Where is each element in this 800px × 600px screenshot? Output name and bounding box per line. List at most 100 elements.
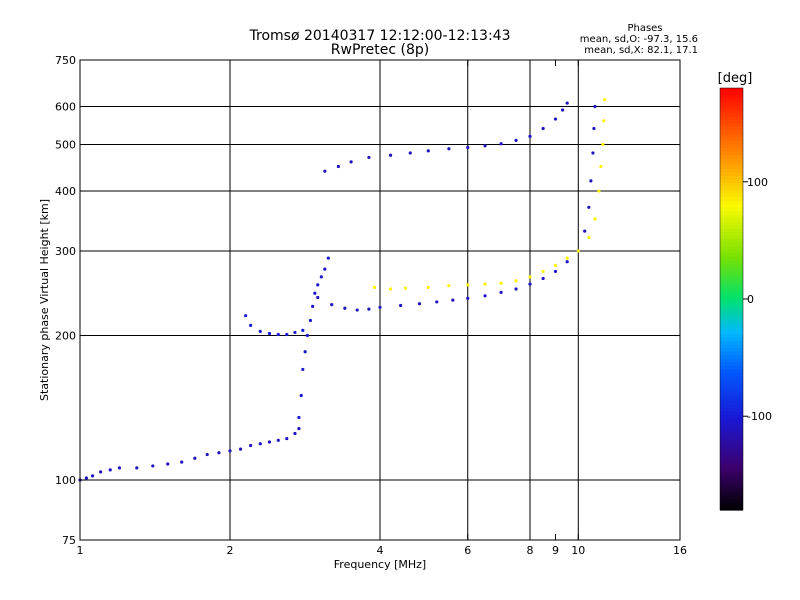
colorbar-segment	[720, 372, 743, 377]
data-point	[599, 164, 603, 169]
colorbar-segment	[720, 137, 743, 142]
data-point	[180, 460, 184, 464]
colorbar-tick-label: 100	[747, 176, 768, 189]
colorbar-tick-label: 0	[747, 293, 754, 306]
data-point	[499, 142, 503, 146]
data-point	[308, 318, 313, 323]
data-point	[466, 145, 470, 150]
colorbar-segment	[720, 344, 743, 349]
data-point	[267, 440, 272, 444]
data-point	[319, 275, 323, 279]
colorbar-segment	[720, 267, 743, 272]
y-tick-label: 600	[55, 101, 76, 114]
data-point	[587, 235, 591, 240]
data-point	[311, 304, 315, 309]
colorbar-segment	[720, 411, 743, 416]
colorbar-segment	[720, 175, 743, 181]
data-point	[514, 279, 518, 283]
data-point	[305, 333, 310, 338]
colorbar-segment	[720, 499, 743, 504]
x-tick-label: 10	[571, 544, 585, 557]
data-point	[589, 179, 593, 183]
colorbar-segment	[720, 147, 743, 152]
colorbar-segment	[720, 429, 743, 434]
data-point	[576, 249, 580, 253]
colorbar-segment	[720, 467, 743, 472]
data-point	[303, 350, 307, 354]
colorbar-segment	[720, 249, 743, 254]
y-tick-label: 75	[62, 534, 76, 547]
colorbar-segment	[720, 197, 743, 202]
data-point	[249, 323, 253, 327]
colorbar-segment	[720, 439, 743, 444]
data-point	[297, 415, 301, 420]
data-point	[553, 117, 558, 121]
data-point	[417, 302, 422, 306]
data-point	[217, 451, 221, 455]
colorbar-segment	[720, 288, 743, 293]
colorbar-segment	[720, 400, 743, 406]
data-point	[367, 307, 371, 311]
data-point	[297, 426, 301, 431]
data-point	[108, 468, 112, 472]
colorbar-segment	[720, 284, 743, 290]
data-point	[193, 456, 197, 460]
data-point	[514, 287, 518, 291]
colorbar-segment	[720, 211, 743, 216]
data-point	[388, 153, 393, 157]
colorbar-segment	[720, 418, 743, 423]
colorbar-segment	[720, 274, 743, 279]
x-axis-label: Frequency [MHz]	[334, 558, 426, 571]
data-point	[355, 308, 359, 312]
data-point	[466, 283, 470, 287]
data-point	[593, 104, 597, 109]
data-point	[313, 291, 317, 295]
colorbar-segment	[720, 239, 743, 244]
colorbar-segment	[720, 453, 743, 458]
colorbar-segment	[720, 253, 743, 258]
y-tick-label: 100	[55, 474, 76, 487]
colorbar-segment	[720, 165, 743, 170]
colorbar-segment	[720, 464, 743, 469]
data-point	[593, 217, 597, 221]
data-point	[466, 296, 470, 300]
colorbar-segment	[720, 299, 743, 304]
colorbar-segment	[720, 116, 743, 121]
colorbar-segment	[720, 172, 743, 177]
data-point	[258, 442, 262, 446]
colorbar-segment	[720, 263, 743, 268]
data-point	[276, 332, 280, 337]
data-point	[91, 474, 95, 478]
colorbar-segment	[720, 450, 743, 455]
x-tick-label: 1	[77, 544, 84, 557]
data-point	[301, 367, 305, 372]
colorbar-segment	[720, 446, 743, 451]
data-point	[483, 144, 487, 148]
data-point	[408, 151, 412, 155]
data-point	[330, 302, 334, 307]
data-point	[601, 142, 605, 147]
x-tick-label: 8	[527, 544, 534, 557]
data-point	[299, 393, 303, 398]
data-point	[528, 275, 532, 279]
data-point	[528, 282, 532, 286]
data-point	[151, 464, 155, 468]
y-tick-label: 300	[55, 245, 76, 258]
colorbar-segment	[720, 365, 743, 370]
colorbar-segment	[720, 109, 743, 114]
colorbar-segment	[720, 443, 743, 448]
colorbar-segment	[720, 204, 743, 209]
colorbar-segment	[720, 228, 743, 233]
colorbar-segment	[720, 348, 743, 353]
data-point	[592, 126, 596, 131]
colorbar-segment	[720, 408, 743, 413]
data-point	[426, 149, 430, 153]
data-point	[343, 306, 347, 310]
data-point	[367, 155, 371, 160]
colorbar-segment	[720, 506, 743, 511]
x-tick-label: 6	[464, 544, 471, 557]
colorbar-segment	[720, 457, 743, 462]
data-point	[316, 283, 320, 287]
colorbar-segment	[720, 260, 743, 265]
